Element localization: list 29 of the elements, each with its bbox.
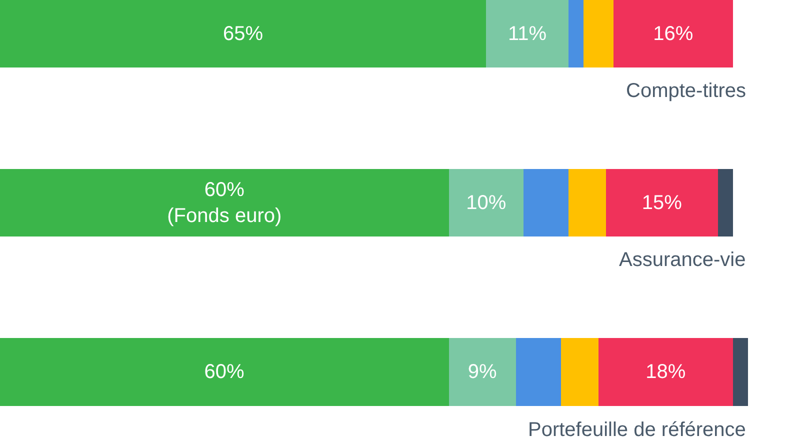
bar	[561, 338, 598, 406]
bar	[486, 0, 568, 68]
data-label: 15%	[642, 192, 682, 214]
y-tick-label: Portefeuille de référence	[528, 419, 746, 441]
data-label: 10%	[466, 192, 506, 214]
bar	[568, 169, 606, 237]
bar	[598, 338, 734, 406]
bar	[448, 338, 516, 406]
y-tick-label: Compte-titres	[626, 80, 746, 102]
data-label: 18%	[646, 361, 686, 384]
data-label: 65%	[222, 22, 264, 45]
y-tick-label: Assurance-vie	[619, 249, 746, 271]
bar	[733, 338, 748, 406]
data-label: 11%	[508, 22, 547, 45]
bar	[0, 0, 486, 68]
bar	[448, 169, 524, 237]
data-label: 9%	[468, 361, 498, 384]
bar	[524, 169, 568, 237]
bar	[568, 0, 584, 68]
bar	[613, 0, 734, 68]
data-label: 60%	[204, 361, 245, 384]
bar	[516, 338, 561, 406]
data-label: 16%	[653, 22, 694, 45]
bar	[606, 169, 718, 237]
bar	[0, 169, 449, 237]
bar	[718, 169, 734, 237]
bar	[0, 338, 449, 406]
data-label: 60% (Fonds euro)	[167, 178, 282, 227]
bar	[583, 0, 614, 68]
